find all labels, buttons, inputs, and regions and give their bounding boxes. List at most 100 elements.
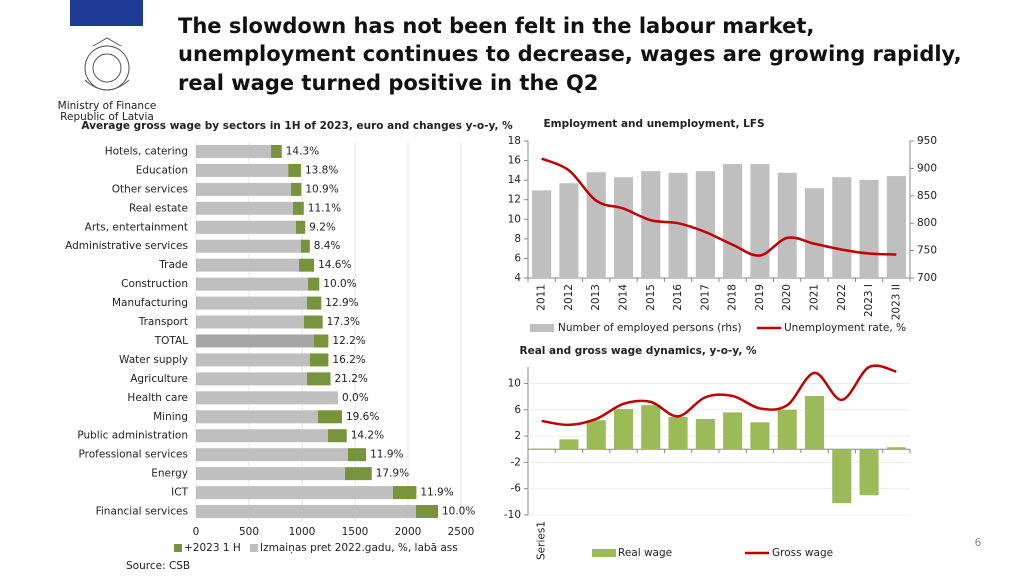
- bar: [777, 172, 797, 278]
- bar-segment: [392, 486, 417, 500]
- data-label: 11.1%: [308, 202, 341, 214]
- chart-title: Real and gross wage dynamics, y-o-y, %: [520, 345, 757, 357]
- bar: [695, 171, 715, 278]
- bar: [641, 171, 661, 278]
- x-tick-label: 2017: [699, 284, 711, 311]
- emblem: [84, 37, 130, 91]
- data-label: 14.6%: [318, 259, 351, 271]
- data-label: 16.2%: [332, 354, 365, 366]
- data-label: 0.0%: [342, 392, 369, 404]
- legend-label: Number of employed persons (rhs): [558, 322, 742, 334]
- y-tick-label: Construction: [121, 278, 188, 290]
- x-tick-label: 2023 I: [863, 284, 875, 317]
- data-label: 10.0%: [442, 506, 475, 518]
- x-tick-label: 2018: [727, 284, 739, 311]
- data-label: 13.8%: [305, 164, 338, 176]
- bar: [723, 412, 743, 450]
- y-tick-label: Financial services: [96, 506, 188, 518]
- bar: [886, 447, 906, 450]
- y-tick-label: 6: [514, 252, 521, 264]
- y2-tick-label: 800: [917, 217, 937, 229]
- y2-tick-label: 850: [917, 190, 937, 202]
- bar-segment: [318, 410, 342, 424]
- y2-tick-label: 750: [917, 245, 937, 257]
- data-label: 21.2%: [335, 373, 368, 385]
- bar-segment: [196, 334, 314, 348]
- y-tick-label: Other services: [112, 183, 188, 195]
- bar: [777, 409, 797, 450]
- y-tick-label: -10: [504, 509, 521, 521]
- data-label: 10.9%: [305, 183, 338, 195]
- bar: [804, 395, 825, 450]
- data-label: 10.0%: [323, 278, 356, 290]
- bar-segment: [292, 201, 304, 215]
- bar-segment: [309, 353, 329, 367]
- bar-segment: [415, 505, 438, 519]
- bar-segment: [196, 163, 289, 177]
- x-tick-label: 2012: [563, 284, 575, 311]
- data-label: 17.3%: [327, 316, 360, 328]
- y-tick-label: Administrative services: [65, 240, 188, 252]
- x-tick-label: 0: [193, 526, 200, 538]
- y-tick-label: Transport: [138, 316, 188, 328]
- bar: [641, 405, 661, 450]
- bar-segment: [196, 258, 300, 272]
- bar-segment: [196, 486, 393, 500]
- bar: [859, 179, 879, 278]
- bar-segment: [196, 201, 293, 215]
- legend-label: Izmaiņas pret 2022.gadu, %, labā ass: [260, 542, 458, 554]
- bar-segment: [327, 429, 347, 443]
- bar-segment: [196, 239, 301, 253]
- source: Source: CSB: [126, 560, 190, 572]
- x-tick-label: 1000: [289, 526, 316, 538]
- flag-block: [70, 0, 143, 26]
- slide-title: The slowdown has not been felt in the la…: [178, 14, 814, 38]
- data-label: 8.4%: [314, 240, 341, 252]
- bar-segment: [196, 429, 328, 443]
- bar-segment: [196, 277, 309, 291]
- bar-segment: [299, 258, 315, 272]
- y-tick-label: -6: [511, 483, 522, 495]
- y-tick-label: 8: [514, 233, 521, 245]
- data-label: 11.9%: [420, 487, 453, 499]
- y-tick-label: Public administration: [77, 430, 188, 442]
- bar: [532, 190, 552, 278]
- bar: [832, 449, 852, 504]
- y2-tick-label: 950: [917, 135, 937, 147]
- y-tick-label: 14: [508, 174, 522, 186]
- x-tick-label: 2000: [395, 526, 422, 538]
- y-tick-label: Hotels, catering: [105, 145, 188, 157]
- x-tick-label: Series1: [536, 521, 548, 560]
- y-tick-label: Mining: [153, 411, 188, 423]
- y-tick-label: Energy: [151, 468, 188, 480]
- bar-segment: [196, 182, 291, 196]
- line-series: [541, 364, 897, 427]
- y-tick-label: 6: [514, 404, 521, 416]
- legend-label: Unemployment rate, %: [784, 322, 906, 334]
- chart-title: Employment and unemployment, LFS: [543, 118, 764, 130]
- y-tick-label: Water supply: [119, 354, 188, 366]
- bar-segment: [308, 277, 320, 291]
- bar: [832, 177, 852, 278]
- page-number: 6: [975, 537, 982, 549]
- x-tick-label: 2013: [590, 284, 602, 311]
- bar-segment: [271, 144, 282, 158]
- bar-segment: [196, 505, 416, 519]
- y-tick-label: TOTAL: [154, 335, 188, 347]
- bar: [559, 183, 579, 278]
- bar-segment: [196, 296, 307, 310]
- x-tick-label: 2021: [809, 284, 821, 311]
- y-tick-label: 18: [508, 135, 521, 147]
- bar: [668, 172, 688, 278]
- bar-segment: [196, 372, 307, 386]
- bar-segment: [345, 467, 372, 481]
- bar: [750, 164, 770, 278]
- bar-segment: [196, 315, 305, 329]
- bar-segment: [196, 353, 310, 367]
- x-tick-label: 2014: [618, 284, 630, 311]
- bar-segment: [196, 144, 272, 158]
- x-tick-label: 500: [239, 526, 259, 538]
- data-label: 9.2%: [309, 221, 336, 233]
- bar-segment: [348, 448, 367, 462]
